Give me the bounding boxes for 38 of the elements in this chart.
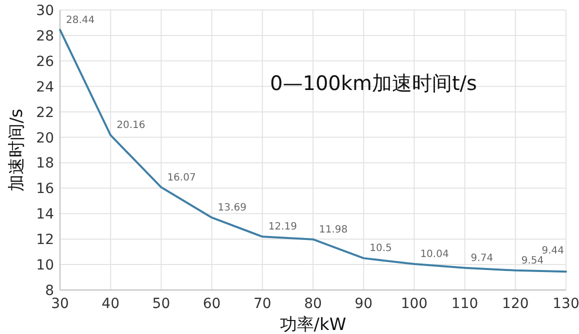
y-tick-label: 24 <box>36 79 54 96</box>
y-tick-label: 18 <box>36 156 54 172</box>
x-axis-title: 功率/kW <box>280 315 346 334</box>
y-tick-label: 16 <box>36 181 54 198</box>
y-tick-label: 20 <box>36 130 54 146</box>
x-tick-label: 120 <box>502 296 529 312</box>
x-tick-label: 40 <box>102 296 120 312</box>
data-label: 9.74 <box>470 252 494 264</box>
data-label: 10.04 <box>420 249 449 260</box>
x-tick-label: 50 <box>152 296 170 312</box>
data-label: 16.07 <box>167 172 196 184</box>
y-tick-label: 14 <box>36 206 54 223</box>
data-label: 11.98 <box>319 224 348 236</box>
x-tick-label: 130 <box>552 296 579 312</box>
data-label: 12.19 <box>268 222 298 233</box>
data-label: 20.16 <box>116 120 146 132</box>
line-series <box>59 28 567 273</box>
y-axis-title: 加速时间/s <box>7 108 27 192</box>
text: 0—100km加速时间t/s <box>270 71 477 95</box>
data-label: 28.44 <box>66 14 95 26</box>
x-tick-label: 100 <box>400 296 428 312</box>
x-tick-label: 70 <box>253 296 272 312</box>
y-tick-label: 10 <box>36 258 54 274</box>
y-tick-label: 26 <box>36 54 54 70</box>
data-label: 9.54 <box>521 255 544 266</box>
x-tick-label: 80 <box>304 296 322 312</box>
data-label: 13.69 <box>218 202 246 214</box>
x-tick-label: 30 <box>51 296 69 312</box>
x-tick-label: 90 <box>354 296 373 312</box>
data-label: 9.44 <box>542 246 564 257</box>
x-tick-label: 60 <box>202 296 221 312</box>
y-tick-label: 12 <box>36 232 54 248</box>
y-tick-label: 28 <box>36 28 54 44</box>
data-label: 10.5 <box>370 243 392 254</box>
y-tick-label: 8 <box>45 283 54 299</box>
y-tick-label: 22 <box>36 104 54 121</box>
x-tick-label: 110 <box>451 296 478 312</box>
y-tick-label: 30 <box>36 3 54 19</box>
